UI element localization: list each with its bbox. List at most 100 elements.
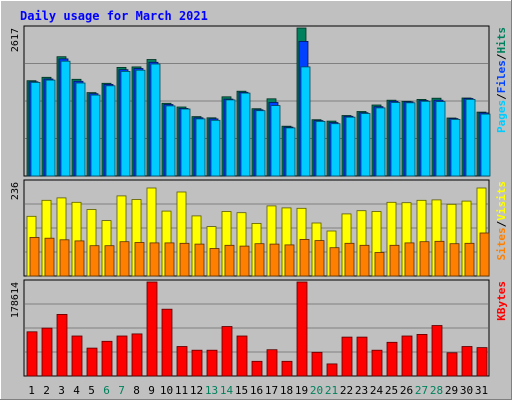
bar-hits-pages-12 [195, 118, 206, 177]
bar-kbytes-kbytes-11 [176, 346, 188, 377]
legend-item-sites: Sites [495, 227, 508, 260]
bar-kbytes-kbytes-14 [221, 326, 233, 377]
x-tick-label-7: 7 [118, 384, 125, 397]
plot-area: 2617Pages/Files/Hits236Sites/Visits17861… [10, 25, 508, 397]
max-label-visits: 236 [10, 182, 21, 200]
bar-kbytes-kbytes-26 [401, 335, 413, 377]
bar-visits-sites-9 [149, 242, 160, 277]
max-label-hits: 2617 [10, 28, 21, 52]
x-tick-label-5: 5 [88, 384, 95, 397]
bar-kbytes-kbytes-20 [311, 351, 323, 377]
bar-visits-sites-30 [464, 242, 475, 277]
bar-hits-pages-7 [120, 71, 131, 177]
x-tick-label-29: 29 [445, 384, 458, 397]
bar-hits-pages-5 [90, 94, 101, 177]
bar-hits-pages-15 [240, 92, 251, 177]
bar-hits-pages-8 [135, 69, 146, 177]
legend-item-pages: Pages [495, 100, 508, 133]
x-tick-label-27: 27 [415, 384, 428, 397]
bar-visits-sites-31 [479, 232, 490, 277]
x-tick-label-8: 8 [133, 384, 140, 397]
bar-kbytes-kbytes-9 [146, 281, 158, 377]
bar-kbytes-kbytes-13 [206, 349, 218, 377]
x-tick-label-15: 15 [235, 384, 248, 397]
bar-visits-sites-22 [344, 242, 355, 277]
bar-hits-pages-20 [315, 121, 326, 177]
bar-kbytes-kbytes-27 [416, 333, 428, 377]
bar-kbytes-kbytes-25 [386, 341, 398, 377]
bar-visits-sites-18 [284, 244, 295, 277]
max-label-kbytes: 178614 [10, 282, 21, 318]
x-tick-label-9: 9 [148, 384, 155, 397]
bar-visits-sites-24 [374, 252, 385, 277]
legend-separator: / [495, 220, 508, 227]
legend-hits: Pages/Files/Hits [495, 27, 508, 133]
bar-kbytes-kbytes-19 [296, 281, 308, 377]
bar-kbytes-kbytes-29 [446, 352, 458, 377]
bar-kbytes-kbytes-3 [56, 313, 68, 377]
bar-visits-sites-23 [359, 244, 370, 277]
x-tick-label-13: 13 [205, 384, 218, 397]
bar-hits-pages-26 [405, 102, 416, 177]
x-tick-label-17: 17 [265, 384, 278, 397]
bar-kbytes-kbytes-8 [131, 333, 143, 377]
bar-kbytes-kbytes-2 [41, 327, 53, 377]
bar-visits-sites-7 [119, 241, 130, 277]
x-tick-label-14: 14 [220, 384, 234, 397]
x-tick-label-10: 10 [160, 384, 173, 397]
bar-kbytes-kbytes-30 [461, 346, 473, 377]
bar-hits-pages-23 [360, 113, 371, 177]
bar-hits-pages-28 [435, 101, 446, 177]
bar-kbytes-kbytes-6 [101, 340, 113, 377]
legend-item-files: Files [495, 60, 508, 93]
x-tick-label-21: 21 [325, 384, 338, 397]
bar-visits-sites-19 [299, 238, 310, 277]
bar-kbytes-kbytes-12 [191, 349, 203, 377]
legend-visits: Sites/Visits [495, 181, 508, 261]
x-tick-label-12: 12 [190, 384, 203, 397]
bar-hits-pages-24 [375, 107, 386, 177]
bar-visits-sites-13 [209, 248, 220, 277]
x-tick-label-16: 16 [250, 384, 263, 397]
bar-hits-pages-14 [225, 99, 236, 177]
bar-hits-pages-25 [390, 102, 401, 177]
bar-visits-sites-26 [404, 242, 415, 277]
bar-hits-pages-9 [150, 63, 161, 177]
bar-visits-sites-4 [74, 240, 85, 277]
bar-hits-pages-31 [480, 113, 491, 177]
bar-visits-sites-5 [89, 245, 100, 277]
bar-kbytes-kbytes-24 [371, 349, 383, 377]
bar-visits-sites-12 [194, 243, 205, 277]
bar-hits-pages-27 [420, 100, 431, 177]
bar-visits-sites-16 [254, 243, 265, 277]
bar-hits-pages-4 [75, 82, 86, 177]
legend-kbytes: KBytes [495, 281, 508, 321]
x-tick-label-31: 31 [475, 384, 488, 397]
bar-visits-sites-3 [59, 239, 70, 277]
legend-separator: / [495, 53, 508, 60]
bar-hits-pages-22 [345, 116, 356, 177]
bar-hits-pages-1 [30, 82, 41, 177]
bar-visits-sites-21 [329, 247, 340, 277]
bar-kbytes-kbytes-4 [71, 335, 83, 377]
bar-kbytes-kbytes-31 [476, 347, 488, 377]
bar-hits-pages-18 [285, 127, 296, 177]
bar-hits-pages-30 [465, 99, 476, 177]
bar-hits-pages-10 [165, 105, 176, 177]
x-tick-label-26: 26 [400, 384, 413, 397]
bar-kbytes-kbytes-21 [326, 363, 338, 377]
bar-visits-sites-11 [179, 242, 190, 277]
x-tick-label-11: 11 [175, 384, 188, 397]
x-tick-label-19: 19 [295, 384, 308, 397]
bar-kbytes-kbytes-10 [161, 308, 173, 377]
bar-hits-pages-29 [450, 119, 461, 177]
x-tick-label-4: 4 [73, 384, 80, 397]
bar-visits-sites-29 [449, 243, 460, 277]
bar-hits-pages-2 [45, 79, 56, 177]
bar-visits-sites-28 [434, 240, 445, 277]
x-tick-label-23: 23 [355, 384, 368, 397]
bar-visits-sites-6 [104, 245, 115, 277]
bar-hits-pages-19 [300, 66, 311, 177]
